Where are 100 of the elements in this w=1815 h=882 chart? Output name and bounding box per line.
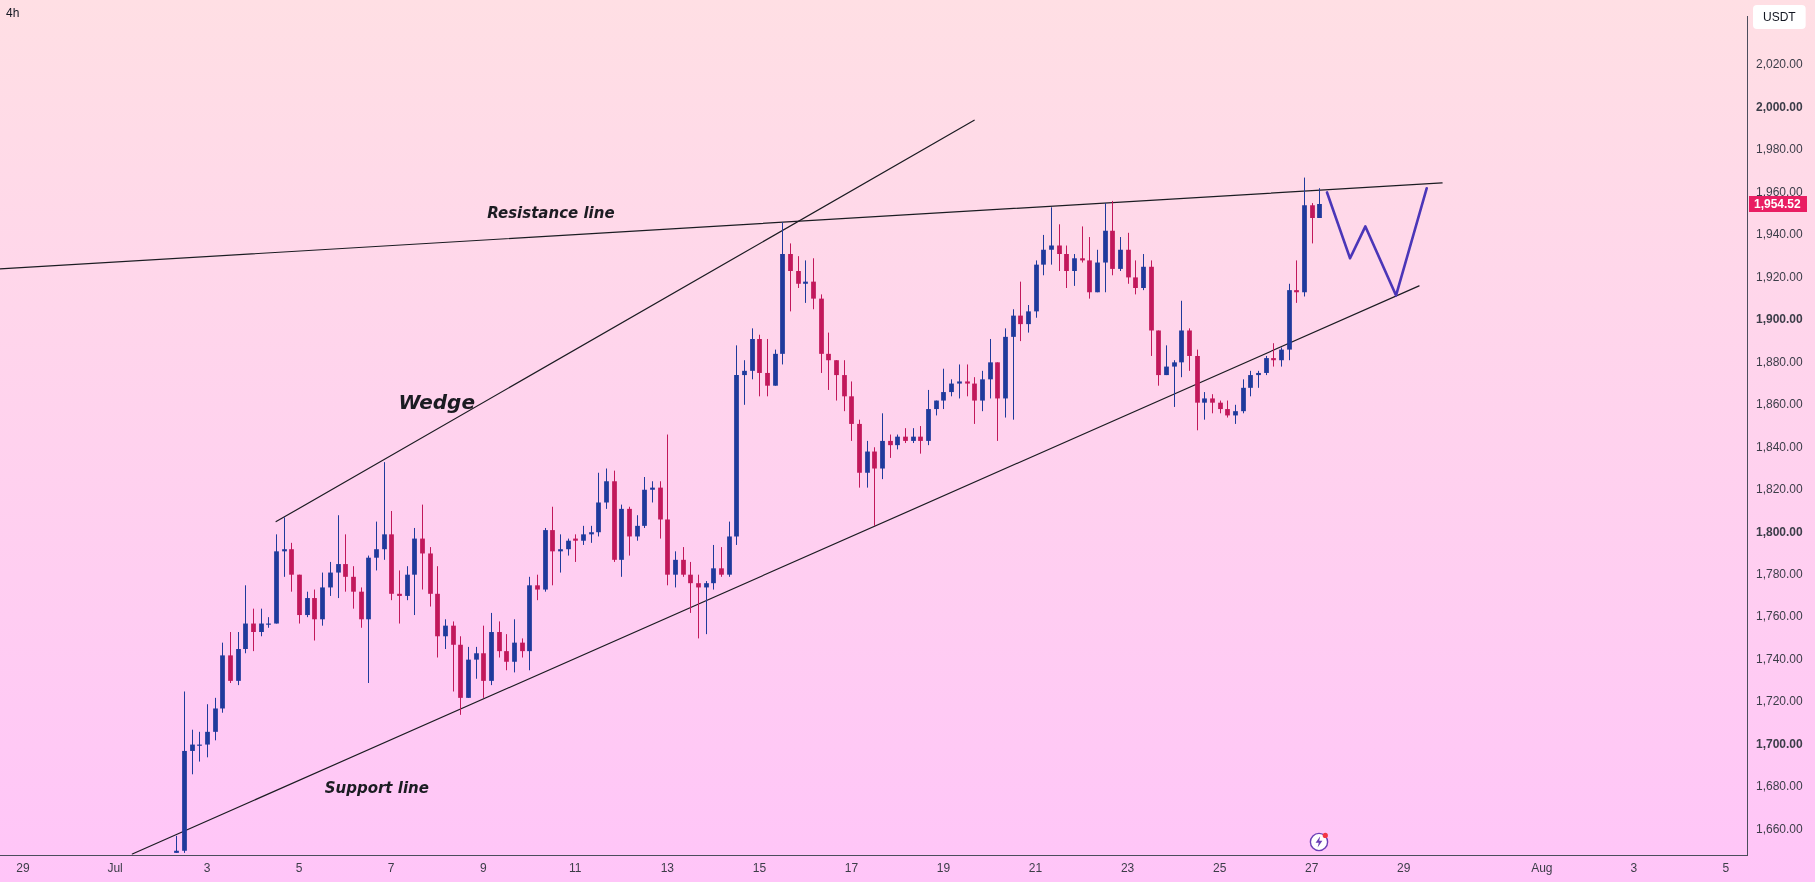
candlestick xyxy=(957,363,962,399)
y-tick-label: 1,820.00 xyxy=(1756,482,1804,497)
x-tick-label: 25 xyxy=(1212,860,1227,875)
candlestick xyxy=(451,620,456,692)
candlestick xyxy=(1210,393,1215,414)
candlestick xyxy=(1172,359,1177,408)
candlestick xyxy=(1164,344,1169,376)
y-tick-label: 1,700.00 xyxy=(1756,736,1804,751)
y-tick-label: 1,740.00 xyxy=(1756,651,1804,666)
candlestick xyxy=(420,504,425,591)
candlestick xyxy=(941,368,946,410)
candlestick xyxy=(1248,370,1253,397)
candlestick xyxy=(888,434,893,459)
candlestick xyxy=(205,703,210,758)
candlestick xyxy=(872,446,877,527)
candlestick xyxy=(1026,304,1031,334)
candlestick xyxy=(711,544,716,591)
x-tick-label: 5 xyxy=(1722,860,1730,875)
candlestick xyxy=(282,516,287,578)
candlestick xyxy=(796,255,801,289)
candlestick xyxy=(497,620,502,659)
candlestick xyxy=(1011,308,1016,421)
candlestick xyxy=(1271,342,1276,368)
y-tick-label: 1,780.00 xyxy=(1756,567,1804,581)
candlestick xyxy=(520,637,525,659)
candlestick xyxy=(213,697,218,741)
y-tick-label: 1,680.00 xyxy=(1756,779,1804,794)
y-tick-label: 1,880.00 xyxy=(1756,354,1804,369)
y-tick-label: 1,800.00 xyxy=(1756,524,1804,539)
candlestick xyxy=(305,591,310,618)
candlestick xyxy=(1141,253,1146,291)
candlestick xyxy=(550,506,555,586)
series-label: Support line xyxy=(324,778,429,797)
candlestick xyxy=(312,589,317,642)
text: 1,954.52 xyxy=(1754,196,1802,211)
candlestick xyxy=(512,618,517,673)
y-tick-label: 1,940.00 xyxy=(1756,227,1804,242)
candlestick xyxy=(190,729,195,775)
candlestick xyxy=(1018,281,1023,342)
candlestick xyxy=(1133,259,1138,295)
candlestick xyxy=(1279,346,1284,368)
candlestick xyxy=(1233,404,1238,425)
x-tick-label: 5 xyxy=(295,860,303,875)
candlestick xyxy=(1072,253,1077,287)
x-tick-label: 13 xyxy=(660,860,675,875)
candlestick xyxy=(382,461,387,561)
candlestick xyxy=(681,546,686,578)
candlestick xyxy=(336,514,341,599)
candlestick xyxy=(742,359,747,406)
x-tick-label: Aug xyxy=(1531,860,1553,875)
candlestick xyxy=(1057,223,1062,272)
candlestick xyxy=(719,546,724,578)
candlestick xyxy=(259,608,264,637)
candlestick xyxy=(918,425,923,455)
x-tick-label: 17 xyxy=(844,860,859,875)
y-tick-label: 1,920.00 xyxy=(1756,269,1804,284)
y-tick-label: 1,860.00 xyxy=(1756,397,1804,412)
candlestick xyxy=(1310,202,1315,244)
y-tick-label: 1,960.00 xyxy=(1756,184,1804,199)
y-tick-label: 1,660.00 xyxy=(1756,821,1804,836)
candlestick xyxy=(696,574,701,639)
x-tick-label: 19 xyxy=(936,860,951,875)
x-tick-label: 9 xyxy=(479,860,487,875)
candlestick xyxy=(397,569,402,625)
candlestick xyxy=(965,363,970,397)
candlestick xyxy=(351,565,356,610)
y-tick-label: 1,900.00 xyxy=(1756,312,1804,327)
series-label: Wedge xyxy=(398,390,475,415)
y-axis-title: USDT xyxy=(1763,9,1797,24)
candlestick xyxy=(673,550,678,588)
candlestick xyxy=(704,580,709,635)
candlestick xyxy=(635,514,640,542)
candlestick xyxy=(1064,245,1069,289)
candlestick xyxy=(1202,391,1207,421)
candlestick xyxy=(504,633,509,671)
y-tick-label: 2,020.00 xyxy=(1756,57,1804,72)
candlestick xyxy=(251,608,256,652)
candlestick xyxy=(650,480,655,503)
y-tick-label: 1,760.00 xyxy=(1756,609,1804,624)
candlestick xyxy=(1049,206,1054,266)
candlestick xyxy=(443,618,448,650)
x-tick-label: Jul xyxy=(107,860,123,875)
candlestick xyxy=(1317,187,1322,219)
candlestick xyxy=(1080,225,1085,264)
candlestick xyxy=(343,533,348,593)
candlestick xyxy=(1118,236,1123,272)
x-tick-label: 3 xyxy=(203,860,211,875)
candlestick xyxy=(1294,259,1299,304)
candlestick xyxy=(558,533,563,574)
y-tick-label: 2,000.00 xyxy=(1756,99,1804,114)
candlestick xyxy=(573,533,578,563)
candlestick xyxy=(1264,355,1269,376)
x-tick-label: 23 xyxy=(1120,860,1135,875)
series-label: Resistance line xyxy=(487,203,615,222)
y-tick-label: 1,720.00 xyxy=(1756,694,1804,709)
x-tick-label: 27 xyxy=(1305,860,1319,875)
x-tick-label: 7 xyxy=(387,860,395,875)
x-tick-label: 11 xyxy=(569,860,582,875)
candlestick xyxy=(374,521,379,571)
candlestick xyxy=(972,376,977,425)
